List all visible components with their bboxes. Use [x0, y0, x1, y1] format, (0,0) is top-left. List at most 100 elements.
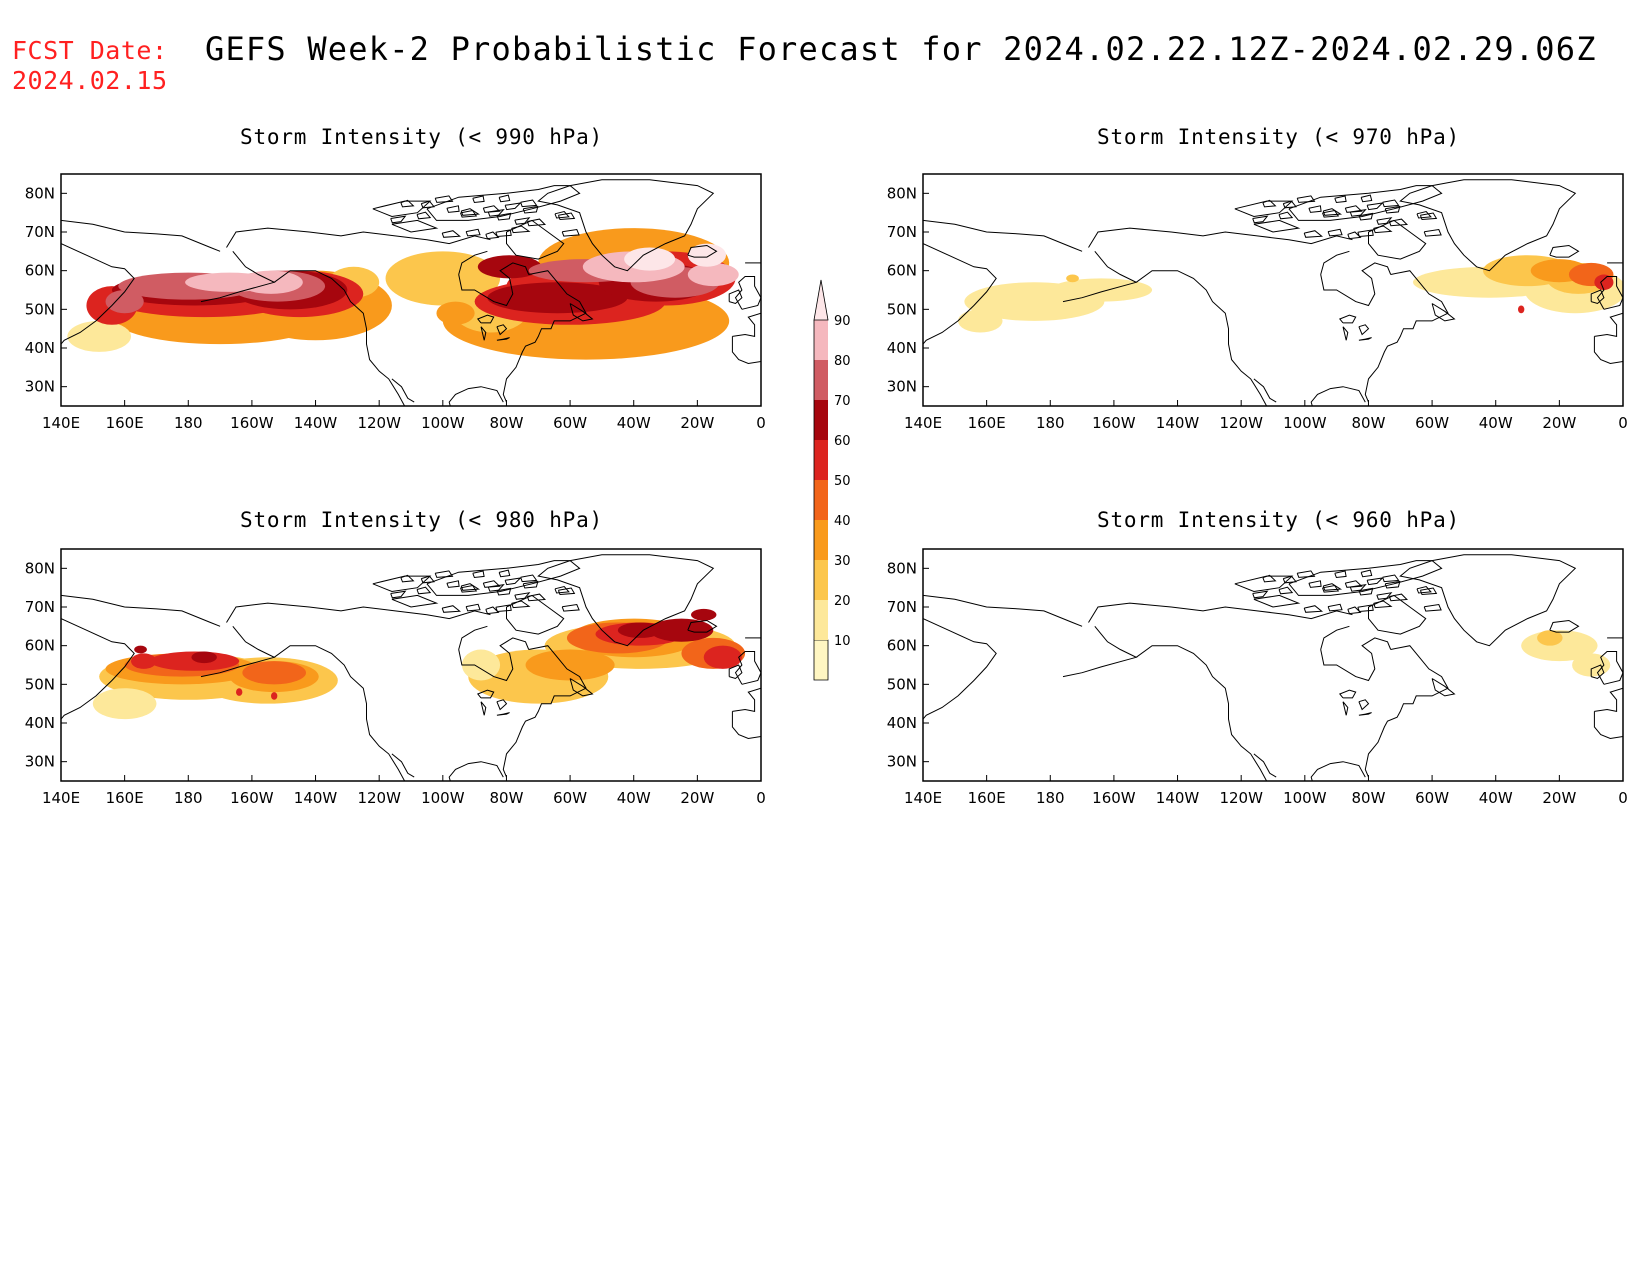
coastline-segment	[1253, 219, 1301, 233]
coastline-segment	[458, 262, 530, 307]
map-frame	[922, 548, 1624, 782]
lon-tick-label: 160E	[968, 789, 1006, 807]
coastline-segment	[273, 270, 406, 406]
coastline-segment	[426, 560, 581, 596]
coastline-segment	[923, 219, 1083, 252]
lon-tick-label: 60W	[553, 789, 587, 807]
coastline-segment	[1303, 230, 1324, 238]
lat-tick-label: 50N	[887, 675, 917, 693]
colorbar-level-label: 20	[834, 594, 851, 609]
coastline-segment	[1320, 250, 1350, 275]
coastline-segment	[734, 276, 761, 310]
lon-tick-label: 80W	[1351, 414, 1385, 432]
coastline-segment	[1278, 211, 1294, 220]
colorbar-swatch	[814, 520, 828, 560]
coastline-segment	[1338, 689, 1357, 699]
coastline-segment	[1431, 678, 1456, 697]
coastline-segment	[1358, 212, 1374, 221]
coastline-segment	[526, 593, 547, 602]
colorbar-level-label: 50	[834, 474, 851, 489]
coastline-segment	[1419, 587, 1438, 596]
lat-tick-label: 30N	[25, 753, 55, 771]
coastline-segment	[1399, 554, 1577, 647]
coastline-segment	[460, 208, 481, 216]
coastline-segment	[495, 604, 512, 613]
coastline-segment	[1366, 202, 1384, 211]
coastline-segment	[496, 699, 508, 711]
lon-tick-label: 0	[756, 414, 766, 432]
coastline-segment	[1590, 289, 1605, 305]
probability-area-22	[236, 688, 243, 696]
coastline-segment	[1431, 303, 1456, 322]
coastline-segment	[569, 303, 594, 322]
coastline-segment	[1296, 195, 1316, 203]
coastline-segment	[1320, 262, 1392, 307]
coastline-segment	[504, 577, 522, 586]
coastline-segment	[1088, 602, 1353, 623]
coastline-segment	[1308, 580, 1322, 588]
coastline-segment	[923, 594, 1083, 627]
coastline-segment	[1419, 212, 1438, 221]
coastline-segment	[1368, 594, 1427, 635]
coastline-segment	[520, 199, 538, 208]
coastline-segment	[732, 687, 761, 713]
map-frame	[60, 173, 762, 407]
coastline-segment	[1252, 590, 1269, 599]
coastline-segment	[1593, 711, 1623, 740]
coastline-segment	[61, 594, 221, 627]
coastline-segment	[1334, 570, 1347, 579]
lon-tick-label: 140W	[294, 414, 338, 432]
coastline-segment	[226, 602, 491, 623]
coastline-segment	[687, 244, 718, 258]
probability-area-4	[92, 688, 157, 720]
probability-colorbar: 10 20 30 40 50 60 70 80 90	[813, 279, 851, 681]
coastline-segment	[1358, 337, 1372, 341]
coastline-segment	[472, 570, 485, 579]
probability-area-2	[1537, 630, 1563, 646]
coastline-segment	[569, 678, 594, 697]
coastline-segment	[448, 386, 504, 406]
lon-tick-label: 140W	[294, 789, 338, 807]
lon-tick-label: 0	[756, 789, 766, 807]
coastline-segment	[61, 618, 135, 720]
lon-tick-label: 40W	[1479, 789, 1513, 807]
lat-tick-label: 60N	[887, 637, 917, 655]
lon-tick-label: 140E	[904, 789, 942, 807]
coastline-segment	[561, 228, 580, 237]
coastline-segment	[496, 212, 512, 221]
lon-tick-label: 120W	[357, 789, 401, 807]
lon-tick-label: 0	[1618, 789, 1628, 807]
coastline-segment	[506, 594, 565, 635]
lat-tick-label: 80N	[25, 559, 55, 577]
lon-tick-label: 100W	[421, 789, 465, 807]
colorbar-level-label: 80	[834, 354, 851, 369]
coastline-segment	[1358, 699, 1370, 711]
probability-area-20	[691, 608, 717, 621]
coastline-segment	[514, 217, 531, 225]
coastline-segment	[1416, 585, 1432, 594]
fcst-date-value: 2024.02.15	[12, 66, 168, 95]
coastline-segment	[1282, 575, 1297, 584]
lon-tick-label: 160W	[1092, 414, 1136, 432]
coastline-segment	[391, 219, 439, 233]
coastline-segment	[372, 200, 432, 218]
coastline-segment	[731, 336, 761, 365]
coastline-segment	[1334, 195, 1347, 204]
lat-tick-label: 80N	[887, 559, 917, 577]
lon-tick-label: 180	[174, 789, 203, 807]
coastline-segment	[390, 215, 407, 224]
map-panel-980: 140E 160E 180 160W 140W 120W 100W 80W 60W 40W 20W 0…	[25, 548, 766, 807]
colorbar-swatch	[814, 480, 828, 520]
lon-tick-label: 180	[1036, 414, 1065, 432]
coastline-segment	[446, 580, 460, 588]
coastline-segment	[1594, 687, 1623, 713]
coastline-segment	[482, 580, 501, 588]
coastline-segment	[520, 574, 538, 583]
coastline-segment	[511, 600, 531, 609]
coastline-segment	[1278, 586, 1294, 595]
lat-tick-label: 60N	[25, 637, 55, 655]
lon-tick-label: 40W	[617, 789, 651, 807]
lat-tick-label: 60N	[25, 262, 55, 280]
colorbar-swatch-high	[813, 279, 829, 321]
colorbar-swatch	[814, 400, 828, 440]
